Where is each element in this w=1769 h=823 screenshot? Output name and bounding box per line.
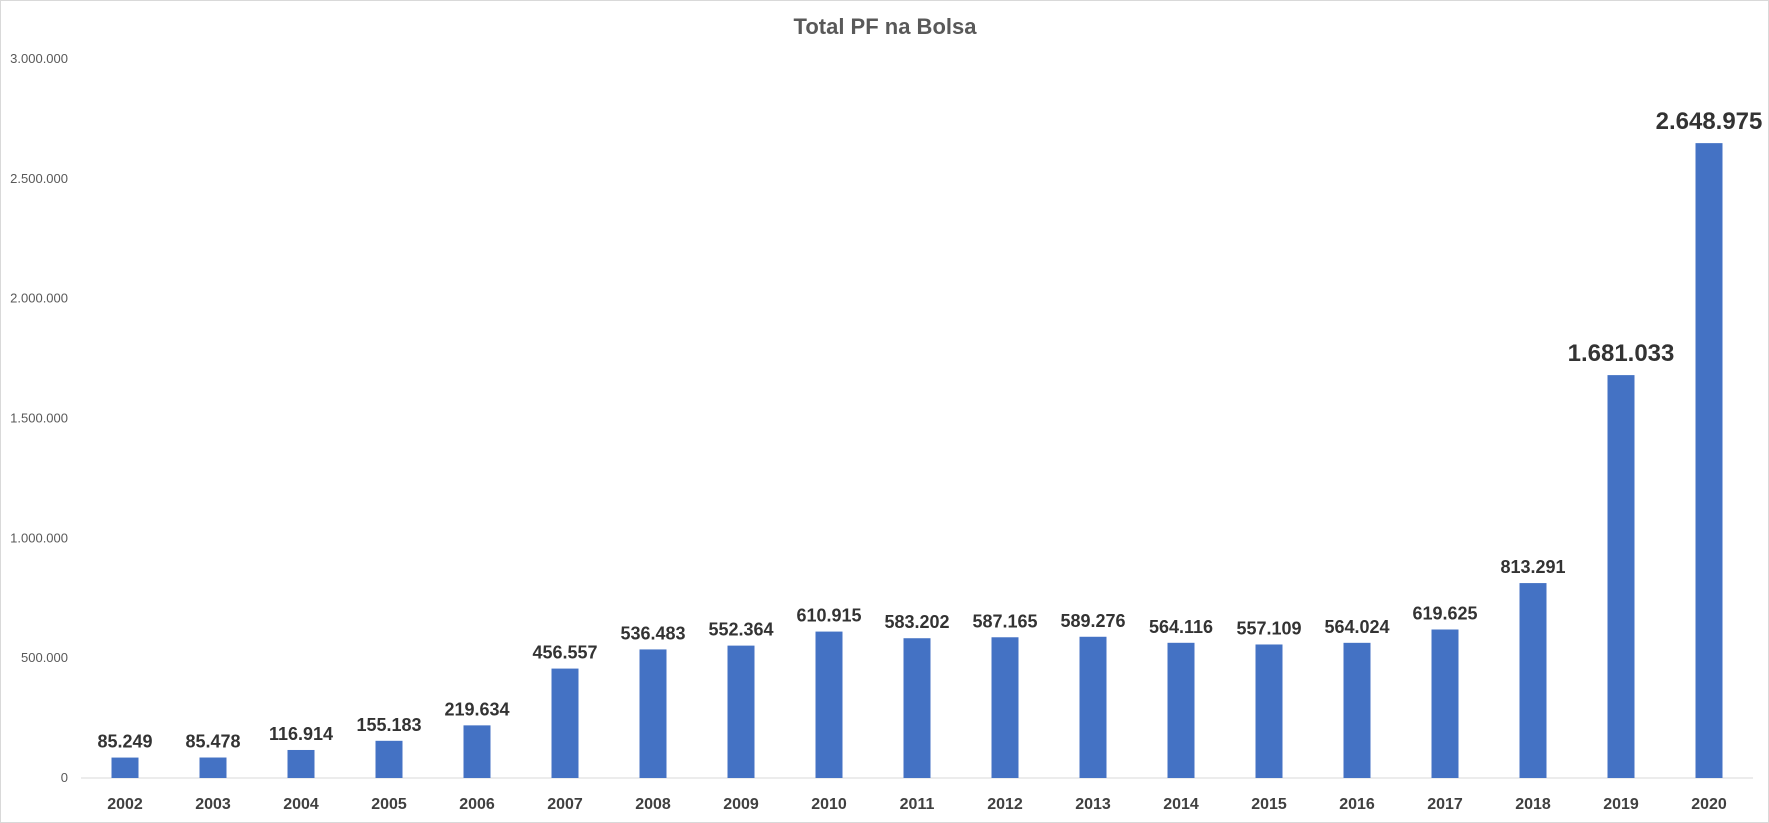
- data-label-2012: 587.165: [972, 611, 1037, 631]
- x-tick-label: 2009: [723, 796, 759, 813]
- x-tick-label: 2007: [547, 796, 583, 813]
- bar-2003: [199, 757, 227, 778]
- bar-2017: [1431, 629, 1459, 778]
- x-tick-label: 2005: [371, 796, 407, 813]
- x-tick-label: 2013: [1075, 796, 1111, 813]
- bar-2012: [991, 637, 1019, 778]
- x-tick-label: 2002: [107, 796, 143, 813]
- bar-2009: [727, 645, 755, 778]
- x-tick-label: 2011: [900, 796, 935, 813]
- bar-2018: [1519, 583, 1547, 778]
- x-tick-label: 2016: [1339, 796, 1375, 813]
- bar-2014: [1167, 642, 1195, 778]
- data-label-2003: 85.478: [185, 732, 240, 752]
- data-label-2007: 456.557: [532, 643, 597, 663]
- data-label-2015: 557.109: [1236, 618, 1301, 638]
- data-label-2016: 564.024: [1324, 617, 1389, 637]
- bar-2016: [1343, 642, 1371, 778]
- data-label-2002: 85.249: [97, 732, 152, 752]
- x-tick-label: 2004: [283, 796, 319, 813]
- y-tick-label: 2.500.000: [10, 171, 68, 186]
- y-tick-label: 500.000: [21, 650, 68, 665]
- bar-2006: [463, 725, 491, 778]
- bar-2015: [1255, 644, 1283, 778]
- x-tick-label: 2017: [1427, 796, 1463, 813]
- bar-2013: [1079, 636, 1107, 778]
- data-label-2008: 536.483: [620, 623, 685, 643]
- data-label-2010: 610.915: [796, 606, 861, 626]
- x-axis: 2002 2003 2004 2005 2006 2007 2008 2009 2010 2011…: [107, 796, 1727, 813]
- x-tick-label: 2020: [1691, 796, 1727, 813]
- bar-2008: [639, 649, 667, 778]
- data-label-2006: 219.634: [444, 699, 509, 719]
- data-label-2014: 564.116: [1149, 617, 1213, 637]
- x-tick-label: 2010: [811, 796, 847, 813]
- data-label-2019: 1.681.033: [1568, 340, 1675, 367]
- bar-2019: [1607, 375, 1635, 778]
- data-label-2009: 552.364: [708, 620, 773, 640]
- bar-2010: [815, 631, 843, 778]
- y-tick-label: 1.000.000: [10, 530, 68, 545]
- bar-2004: [287, 749, 315, 778]
- bar-2011: [903, 638, 931, 778]
- bar-2005: [375, 740, 403, 778]
- y-tick-label: 2.000.000: [10, 291, 68, 306]
- y-tick-label: 0: [61, 770, 68, 785]
- data-label-2020: 2.648.975: [1656, 108, 1763, 135]
- data-label-2018: 813.291: [1500, 557, 1565, 577]
- data-label-2011: 583.202: [884, 612, 949, 632]
- x-tick-label: 2014: [1163, 796, 1199, 813]
- chart-title: Total PF na Bolsa: [794, 14, 978, 39]
- y-tick-label: 3.000.000: [10, 51, 68, 66]
- y-tick-label: 1.500.000: [10, 411, 68, 426]
- x-tick-label: 2019: [1603, 796, 1639, 813]
- bar-series: [111, 143, 1723, 778]
- x-tick-label: 2015: [1251, 796, 1287, 813]
- x-tick-label: 2018: [1515, 796, 1551, 813]
- data-label-2017: 619.625: [1412, 603, 1477, 623]
- x-tick-label: 2006: [459, 796, 495, 813]
- bar-2002: [111, 757, 139, 778]
- x-tick-label: 2003: [195, 796, 231, 813]
- x-tick-label: 2008: [635, 796, 671, 813]
- bar-2020: [1695, 143, 1723, 778]
- data-label-2013: 589.276: [1060, 611, 1125, 631]
- data-labels: 85.249 85.478 116.914 155.183 219.634 456.557…: [97, 108, 1762, 751]
- x-tick-label: 2012: [987, 796, 1023, 813]
- bar-2007: [551, 668, 579, 778]
- data-label-2005: 155.183: [356, 715, 421, 735]
- y-axis: 0 500.000 1.000.000 1.500.000 2.000.000 2.500…: [10, 51, 68, 785]
- data-label-2004: 116.914: [269, 724, 333, 744]
